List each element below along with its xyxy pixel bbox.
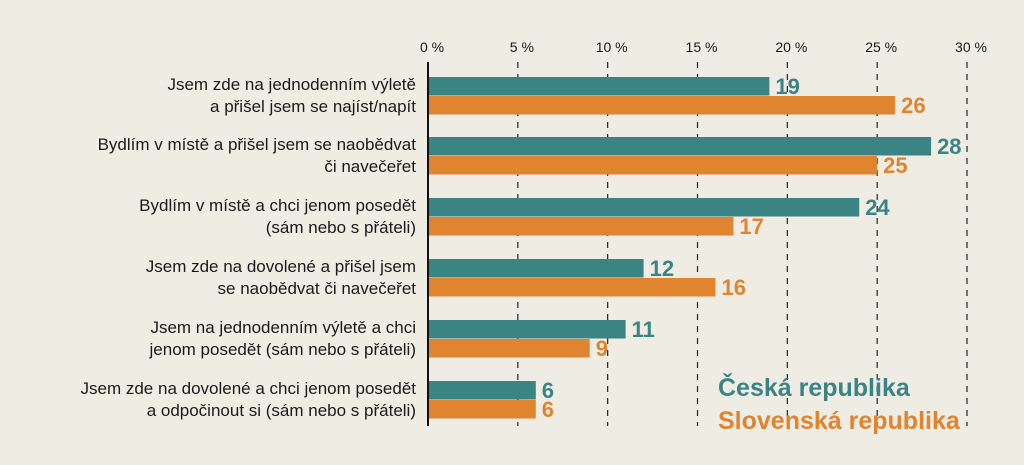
data-label: 12 bbox=[650, 256, 674, 281]
bar bbox=[428, 77, 770, 96]
x-tick-label: 20 % bbox=[775, 39, 807, 55]
category-label: jenom posedět (sám nebo s přáteli) bbox=[149, 340, 416, 359]
category-label: Jsem zde na jednodenním výletě bbox=[167, 75, 416, 94]
bar bbox=[428, 339, 590, 358]
x-tick-label: 30 % bbox=[955, 39, 987, 55]
category-label: Bydlím v místě a přišel jsem se naobědva… bbox=[98, 135, 417, 154]
bar bbox=[428, 198, 860, 217]
bar bbox=[428, 217, 734, 236]
data-label: 6 bbox=[542, 378, 554, 403]
category-label: Jsem zde na dovolené a chci jenom posedě… bbox=[81, 379, 417, 398]
category-label: se naobědvat či navečeřet bbox=[218, 279, 417, 298]
category-label: Bydlím v místě a chci jenom posedět bbox=[139, 196, 416, 215]
category-label: a přišel jsem se najíst/napít bbox=[210, 97, 416, 116]
data-label: 25 bbox=[883, 153, 907, 178]
data-label: 26 bbox=[901, 93, 925, 118]
bar bbox=[428, 156, 878, 175]
data-label: 16 bbox=[721, 275, 745, 300]
x-tick-label: 10 % bbox=[596, 39, 628, 55]
x-tick-label: 5 % bbox=[510, 39, 534, 55]
x-tick-label: 25 % bbox=[865, 39, 897, 55]
data-label: 6 bbox=[542, 397, 554, 422]
x-tick-label: 15 % bbox=[686, 39, 718, 55]
data-label: 9 bbox=[596, 336, 608, 361]
category-label: Jsem zde na dovolené a přišel jsem bbox=[146, 257, 416, 276]
legend-entry: Slovenská republika bbox=[718, 407, 961, 435]
bar bbox=[428, 320, 626, 339]
legend-entry: Česká republika bbox=[718, 372, 911, 402]
category-label: či navečeřet bbox=[324, 157, 416, 176]
bar bbox=[428, 259, 644, 278]
category-label: a odpočinout si (sám nebo s přáteli) bbox=[147, 401, 416, 420]
data-label: 11 bbox=[632, 317, 655, 342]
data-label: 17 bbox=[739, 214, 763, 239]
x-tick-label: 0 % bbox=[420, 39, 444, 55]
bar bbox=[428, 381, 536, 400]
category-label: Jsem na jednodenním výletě a chci bbox=[150, 318, 416, 337]
category-label: (sám nebo s přáteli) bbox=[266, 218, 416, 237]
data-label: 24 bbox=[865, 195, 890, 220]
bar bbox=[428, 137, 932, 156]
data-label: 28 bbox=[937, 134, 961, 159]
data-label: 19 bbox=[775, 74, 799, 99]
bar bbox=[428, 96, 896, 115]
bar bbox=[428, 278, 716, 297]
bar bbox=[428, 400, 536, 419]
